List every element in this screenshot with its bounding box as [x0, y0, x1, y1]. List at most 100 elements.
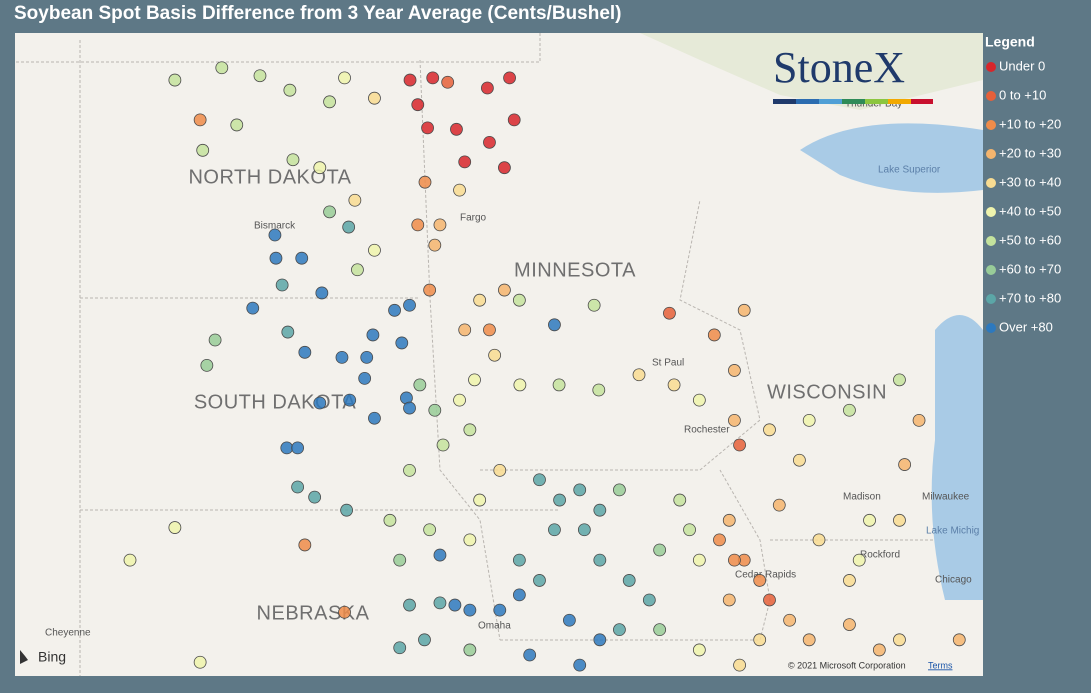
- legend-label: +60 to +70: [999, 261, 1061, 276]
- data-point: [358, 371, 372, 385]
- data-point: [291, 480, 305, 494]
- data-point: [893, 513, 906, 527]
- data-point: [360, 350, 374, 364]
- data-point: [772, 498, 786, 512]
- data-point: [498, 161, 511, 175]
- data-point: [872, 643, 886, 657]
- data-point: [340, 503, 354, 517]
- data-point: [692, 643, 706, 657]
- data-point: [893, 633, 906, 647]
- logo-bar-segment: [911, 99, 933, 104]
- data-point: [562, 613, 576, 627]
- data-point: [411, 218, 425, 232]
- data-point: [722, 513, 736, 527]
- data-point: [268, 228, 282, 242]
- legend-swatch: [986, 265, 996, 275]
- data-point: [423, 523, 437, 537]
- data-point: [548, 523, 561, 537]
- data-point: [283, 83, 297, 97]
- data-point: [763, 423, 776, 437]
- legend-title: Legend: [985, 34, 1035, 50]
- data-point: [493, 463, 507, 477]
- city-label: Chicago: [935, 575, 972, 586]
- legend-swatch: [986, 91, 996, 101]
- data-point: [458, 155, 472, 169]
- data-point: [503, 71, 516, 85]
- state-label: NEBRASKA: [257, 602, 370, 624]
- city-label: Cheyenne: [45, 628, 91, 639]
- data-point: [193, 655, 207, 669]
- data-point: [441, 75, 455, 89]
- data-point: [433, 218, 447, 232]
- city-label: Cedar Rapids: [735, 570, 796, 581]
- legend-label: +20 to +30: [999, 145, 1061, 160]
- data-point: [351, 263, 364, 277]
- data-point: [281, 325, 295, 339]
- data-point: [413, 378, 427, 392]
- data-point: [802, 633, 816, 647]
- data-point: [395, 336, 409, 350]
- bing-icon: [20, 650, 28, 664]
- data-point: [507, 113, 521, 127]
- data-point: [168, 521, 182, 534]
- data-point: [208, 333, 222, 347]
- legend-label: +70 to +80: [999, 290, 1061, 305]
- data-point: [728, 364, 741, 377]
- water-label: Lake Superior: [878, 165, 941, 176]
- data-point: [587, 298, 601, 312]
- terms-link[interactable]: Terms: [928, 660, 953, 670]
- state-label: WISCONSIN: [767, 381, 887, 403]
- data-point: [423, 283, 437, 297]
- lake-superior: [800, 123, 983, 193]
- data-point: [733, 438, 746, 452]
- data-point: [458, 323, 472, 337]
- city-label: St Paul: [652, 358, 684, 369]
- data-point: [468, 373, 481, 387]
- legend-swatch: [986, 294, 996, 304]
- data-point: [852, 553, 866, 567]
- data-point: [230, 118, 244, 132]
- data-point: [533, 473, 546, 487]
- data-point: [393, 641, 407, 655]
- legend: Under 0 0 to +10 +10 to +20 +20 to +30 +30 t…: [986, 58, 1061, 334]
- data-point: [483, 323, 496, 337]
- data-point: [253, 69, 267, 83]
- data-point: [348, 193, 362, 207]
- data-point: [123, 553, 137, 567]
- data-point: [196, 143, 210, 157]
- legend-swatch: [986, 62, 996, 72]
- data-point: [421, 121, 434, 135]
- logo-bar-segment: [796, 99, 819, 104]
- data-point: [513, 378, 527, 392]
- logo-bar-segment: [819, 99, 842, 104]
- data-point: [473, 293, 487, 307]
- city-label: Thunder Bay: [845, 99, 902, 110]
- legend-label: 0 to +10: [999, 87, 1046, 102]
- data-point: [763, 593, 776, 607]
- data-point: [593, 553, 607, 567]
- data-point: [632, 368, 646, 382]
- data-point: [315, 286, 329, 300]
- data-point: [450, 122, 463, 136]
- data-point: [533, 574, 546, 587]
- data-point: [426, 71, 440, 85]
- logo-bar-segment: [888, 99, 911, 104]
- data-point: [168, 73, 182, 87]
- legend-swatch: [986, 207, 996, 217]
- data-point: [393, 553, 407, 567]
- data-point: [898, 458, 912, 471]
- data-point: [368, 411, 381, 425]
- data-point: [453, 183, 466, 197]
- data-point: [275, 278, 289, 292]
- data-point: [313, 396, 327, 410]
- data-point: [343, 393, 357, 407]
- data-point: [653, 623, 667, 637]
- legend-label: +10 to +20: [999, 116, 1061, 131]
- data-point: [403, 73, 417, 87]
- data-point: [298, 345, 312, 359]
- data-point: [488, 348, 502, 362]
- city-label: Rochester: [684, 425, 730, 436]
- data-point: [338, 605, 351, 619]
- data-point: [622, 574, 636, 587]
- data-point: [673, 493, 687, 507]
